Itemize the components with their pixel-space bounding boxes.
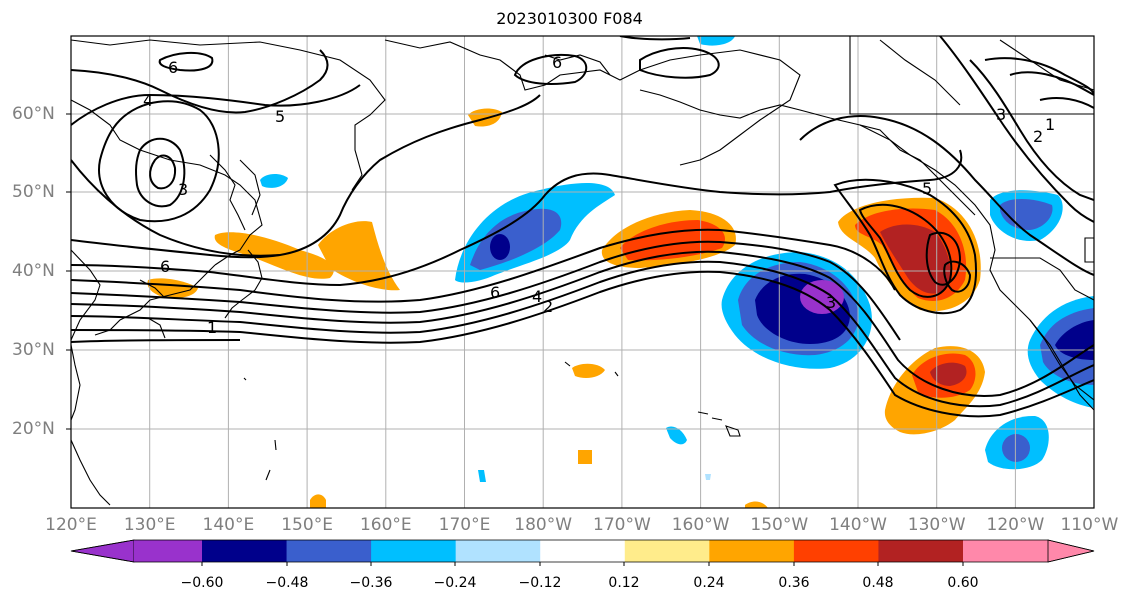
colorbar-swatch (202, 540, 288, 562)
lat-label: 40°N (12, 261, 55, 281)
contour-label: 4 (532, 287, 542, 306)
colorbar-extend-high (1047, 539, 1095, 563)
contour-label: 1 (207, 318, 217, 337)
colorbar (70, 539, 1095, 566)
contour-label: 3 (996, 105, 1006, 124)
lon-label: 150°W (750, 515, 809, 535)
colorbar-tick-label: −0.12 (518, 575, 562, 591)
lon-label: 170°E (438, 515, 491, 535)
colorbar-swatch (878, 540, 964, 562)
lat-label: 50°N (12, 182, 55, 202)
lon-label: 140°W (829, 515, 887, 535)
contour-label: 2 (1033, 127, 1043, 146)
contour-label: 1 (1045, 115, 1055, 134)
lon-label: 160°E (359, 515, 412, 535)
axis-ticks (66, 113, 71, 430)
colorbar-tick-label: 0.36 (778, 575, 810, 591)
colorbar-tick-label: −0.60 (180, 575, 224, 591)
colorbar-tick-label: −0.48 (265, 575, 309, 591)
colorbar-tick-label: −0.24 (433, 575, 477, 591)
lon-label: 120°W (986, 515, 1045, 535)
lon-label: 110°W (1060, 515, 1119, 535)
contour-label: 5 (275, 107, 285, 126)
contour-label: 5 (922, 179, 932, 198)
lon-label: 150°E (281, 515, 333, 535)
colorbar-outline (70, 539, 1095, 563)
colorbar-tick-label: 0.60 (947, 575, 979, 591)
colorbar-tick-label: 0.24 (693, 575, 725, 591)
lon-label: 130°E (123, 515, 176, 535)
lat-label: 30°N (12, 340, 55, 360)
colorbar-tick-label: −0.36 (349, 575, 393, 591)
lon-label: 160°W (671, 515, 730, 535)
colorbar-swatch (134, 540, 202, 562)
contour-label: 6 (552, 53, 562, 72)
height-contours (71, 36, 1094, 418)
colorbar-extend-low (70, 539, 135, 563)
colorbar-swatch (624, 540, 710, 562)
lon-label: 120°E (45, 515, 97, 535)
colorbar-swatch (793, 540, 879, 562)
contour-label: 6 (490, 283, 500, 302)
colorbar-swatch (286, 540, 372, 562)
contour-label: 4 (143, 91, 153, 110)
contour-label: 6 (168, 58, 178, 77)
contour-label: 3 (178, 180, 188, 199)
lon-label: 180°W (514, 515, 573, 535)
contour-label-set: 6 4 5 3 6 1 6 4 2 5 3 1 2 3 6 (143, 53, 1055, 337)
contour-label: 3 (826, 293, 836, 312)
colorbar-swatch (455, 540, 541, 562)
lat-label: 60°N (12, 104, 55, 124)
lon-label: 170°W (593, 515, 651, 535)
plot-frame (70, 35, 1095, 509)
colorbar-swatch (540, 540, 626, 562)
lon-label: 130°W (907, 515, 966, 535)
colorbar-swatch (371, 540, 457, 562)
lon-label: 140°E (202, 515, 255, 535)
contour-label: 6 (160, 257, 170, 276)
map-title: 2023010300 F084 (496, 9, 643, 28)
colorbar-tick-label: 0.12 (608, 575, 640, 591)
lat-label: 20°N (12, 419, 55, 439)
colorbar-swatch (709, 540, 795, 562)
colorbar-tick-label: 0.48 (862, 575, 894, 591)
colorbar-swatch (963, 540, 1049, 562)
contour-label: 2 (543, 297, 553, 316)
